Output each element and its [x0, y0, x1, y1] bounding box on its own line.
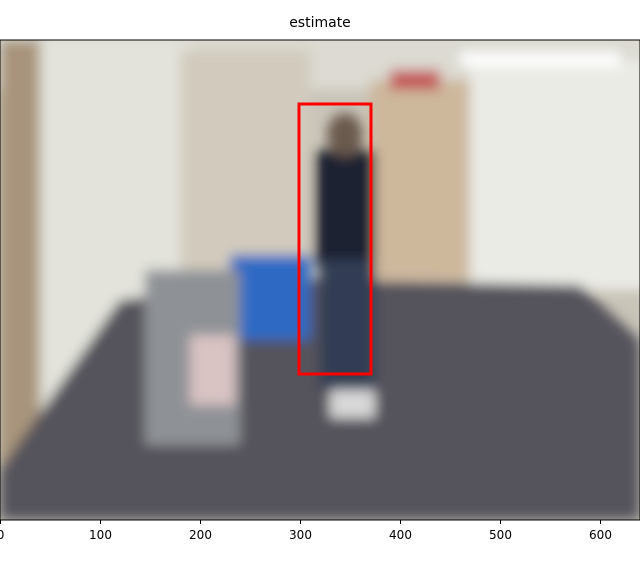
x-tick-label: 200 [189, 528, 212, 542]
x-tick-label: 500 [489, 528, 512, 542]
x-tick-label: 0 [0, 528, 4, 542]
photo [0, 40, 640, 520]
x-tick-label: 400 [389, 528, 412, 542]
x-tick-label: 300 [289, 528, 312, 542]
chart-title: estimate [289, 15, 351, 31]
x-tick-label: 600 [589, 528, 612, 542]
bounding-box [297, 102, 373, 376]
axes-frame [0, 39, 640, 521]
x-tick-label: 100 [89, 528, 112, 542]
